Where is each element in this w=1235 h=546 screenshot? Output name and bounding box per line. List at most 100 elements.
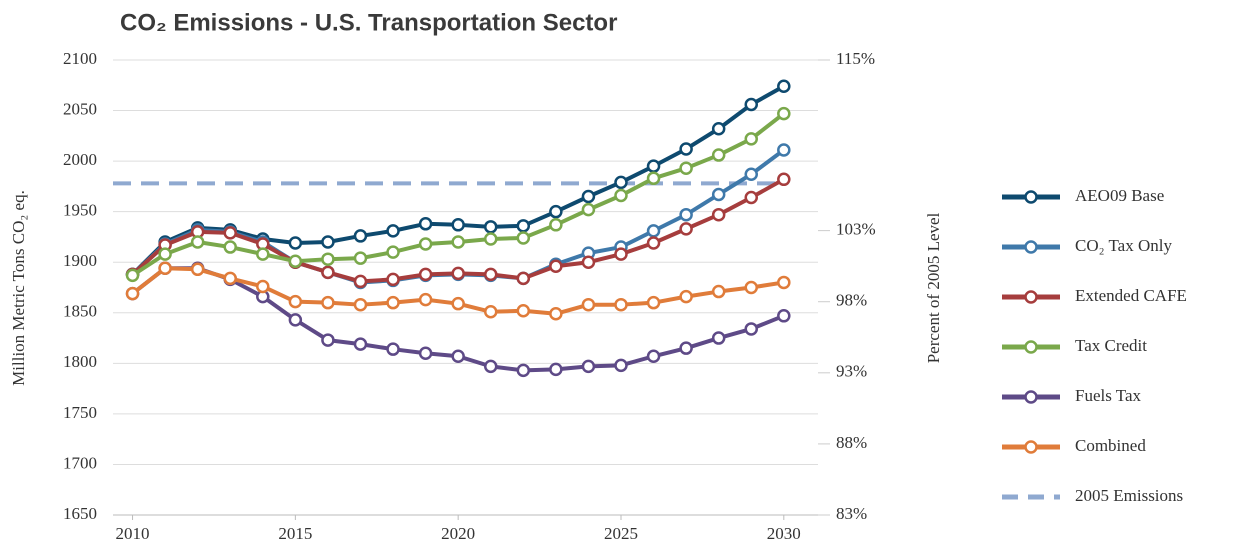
data-point: [581, 189, 596, 204]
y-tick-label: 1800: [63, 352, 97, 371]
y-tick-label: 1900: [63, 251, 97, 270]
data-point: [614, 358, 628, 373]
data-point: [711, 148, 726, 162]
y-tick-label: 2050: [63, 99, 97, 118]
data-point: [451, 218, 465, 232]
x-tick-label: 2025: [604, 524, 638, 543]
data-point: [158, 261, 172, 276]
y-tick-label: 1700: [63, 453, 97, 472]
data-point: [353, 297, 368, 312]
data-point: [516, 219, 531, 233]
data-point: [777, 143, 791, 157]
data-point: [711, 284, 726, 299]
data-point: [679, 222, 693, 236]
legend-label: Combined: [1075, 436, 1146, 455]
legend-marker: [1024, 390, 1038, 404]
y2-tick-label: 103%: [836, 220, 876, 239]
x-tick-label: 2015: [278, 524, 312, 543]
data-point: [646, 349, 661, 364]
data-point: [353, 229, 368, 243]
y2-tick-label: 98%: [836, 291, 867, 310]
data-point: [679, 289, 693, 304]
data-point: [483, 220, 498, 234]
data-point: [711, 207, 726, 222]
y2-tick-label: 83%: [836, 504, 867, 523]
data-point: [711, 187, 726, 202]
x-tick-label: 2020: [441, 524, 475, 543]
legend-label: Tax Credit: [1075, 336, 1147, 355]
data-point: [288, 313, 303, 327]
data-point: [418, 217, 433, 231]
data-point: [646, 159, 661, 173]
data-point: [777, 79, 791, 94]
legend-label: AEO09 Base: [1075, 186, 1164, 205]
data-point: [353, 274, 368, 289]
data-point: [190, 262, 205, 277]
data-point: [386, 245, 400, 259]
data-point: [777, 106, 791, 121]
data-point: [190, 235, 205, 249]
data-point: [386, 224, 400, 238]
data-point: [516, 304, 531, 318]
y2-tick-label: 115%: [836, 49, 875, 68]
legend-label: Fuels Tax: [1075, 386, 1142, 405]
data-point: [679, 207, 693, 222]
data-point: [711, 331, 726, 345]
data-point: [646, 295, 661, 310]
data-point: [451, 349, 465, 364]
data-point: [549, 307, 563, 321]
data-point: [483, 359, 498, 374]
data-point: [256, 279, 270, 294]
data-point: [223, 240, 237, 254]
data-point: [451, 296, 465, 311]
data-point: [353, 251, 368, 265]
data-point: [516, 271, 531, 286]
x-tick-label: 2010: [116, 524, 150, 543]
data-point: [483, 305, 498, 319]
data-point: [614, 175, 628, 190]
data-point: [353, 337, 368, 351]
data-point: [777, 309, 791, 323]
data-point: [321, 235, 335, 249]
legend-marker: [1024, 240, 1038, 254]
data-point: [386, 272, 400, 287]
data-point: [646, 224, 661, 238]
data-point: [256, 247, 270, 261]
data-point: [451, 235, 465, 249]
data-point: [288, 294, 303, 309]
data-point: [125, 286, 140, 301]
y-tick-label: 1750: [63, 403, 97, 422]
legend-label: CO₂ Tax Only: [1075, 236, 1172, 255]
data-point: [288, 254, 303, 268]
data-point: [223, 226, 237, 240]
data-point: [158, 247, 172, 261]
data-point: [744, 322, 758, 336]
y-tick-label: 2100: [63, 49, 97, 68]
data-point: [386, 295, 400, 310]
legend-marker: [1024, 290, 1038, 304]
data-point: [581, 255, 596, 269]
data-point: [483, 232, 498, 246]
data-point: [418, 267, 433, 282]
data-point: [451, 266, 465, 281]
data-point: [744, 97, 758, 112]
data-point: [483, 267, 498, 282]
data-point: [744, 280, 758, 295]
y-axis-label: Million Metric Tons CO₂ eq.: [9, 190, 28, 386]
data-point: [549, 362, 563, 377]
data-point: [321, 252, 335, 266]
y2-axis-label: Percent of 2005 Level: [924, 212, 943, 363]
data-point: [646, 171, 661, 186]
data-point: [744, 167, 758, 182]
data-point: [516, 231, 531, 245]
chart-title: CO₂ Emissions - U.S. Transportation Sect…: [120, 9, 617, 36]
data-point: [321, 265, 335, 280]
data-point: [288, 236, 303, 250]
data-point: [679, 161, 693, 175]
data-point: [549, 218, 563, 232]
data-point: [418, 237, 433, 251]
data-point: [321, 295, 335, 310]
legend-label: Extended CAFE: [1075, 286, 1187, 305]
